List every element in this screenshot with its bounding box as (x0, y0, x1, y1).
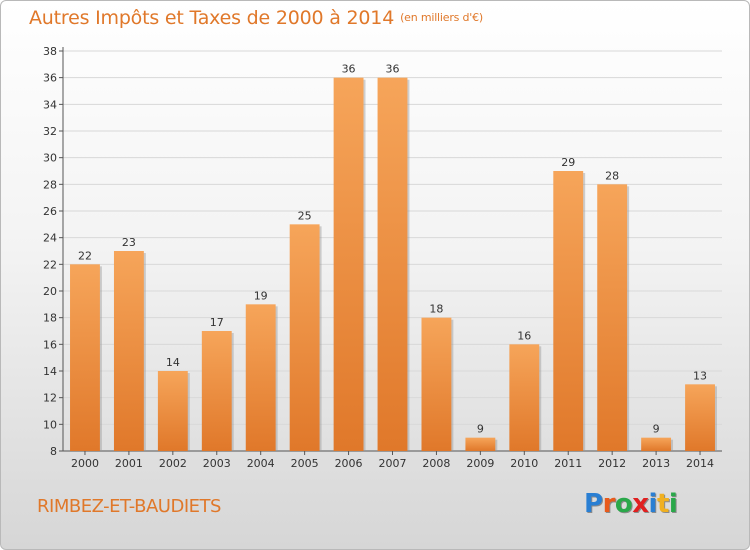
y-tick-label: 28 (43, 178, 57, 191)
logo-letter: x (632, 489, 649, 519)
x-tick-label: 2013 (642, 457, 670, 470)
logo-letter: i (648, 489, 658, 519)
data-label-2000: 22 (78, 249, 92, 262)
bar-2001 (113, 251, 144, 451)
logo-letter: i (668, 489, 678, 519)
data-label-2003: 17 (210, 316, 224, 329)
x-tick-label: 2006 (335, 457, 363, 470)
data-label-2002: 14 (166, 356, 180, 369)
y-tick-label: 10 (43, 418, 57, 431)
bars (70, 77, 717, 452)
x-tick-label: 2014 (686, 457, 714, 470)
x-tick-label: 2000 (71, 457, 99, 470)
bar-2005 (289, 224, 320, 451)
y-tick-label: 14 (43, 365, 57, 378)
y-tick-label: 32 (43, 125, 57, 138)
y-tick-label: 38 (43, 45, 57, 58)
bar-2012 (597, 184, 628, 452)
x-tick-label: 2008 (422, 457, 450, 470)
data-label-2010: 16 (517, 329, 531, 342)
bar-2003 (201, 331, 232, 451)
data-label-2014: 13 (693, 369, 707, 382)
chart-title: Autres Impôts et Taxes de 2000 à 2014 (en… (29, 7, 483, 29)
x-tick-label: 2001 (115, 457, 143, 470)
bar-2000 (70, 264, 100, 451)
bar-2014 (685, 384, 715, 451)
bar-2002 (157, 371, 188, 451)
data-label-2012: 28 (605, 169, 619, 182)
x-tick-label: 2003 (203, 457, 231, 470)
x-tick-label: 2004 (247, 457, 275, 470)
y-tick-label: 26 (43, 205, 57, 218)
bar-2009 (465, 437, 496, 451)
bar-2010 (509, 344, 540, 451)
data-label-2007: 36 (386, 63, 400, 76)
bar-2008 (421, 317, 452, 451)
data-label-2011: 29 (561, 156, 575, 169)
bar-2013 (641, 437, 672, 451)
chart-unit: (en milliers d'€) (400, 11, 483, 24)
data-label-2008: 18 (429, 303, 443, 316)
x-tick-label: 2012 (598, 457, 626, 470)
y-tick-label: 20 (43, 285, 57, 298)
data-label-2005: 25 (298, 209, 312, 222)
bar-2004 (245, 304, 276, 451)
y-tick-label: 30 (43, 152, 57, 165)
y-tick-label: 12 (43, 392, 57, 405)
bar-2006 (333, 77, 364, 452)
logo-letter: o (614, 489, 633, 519)
y-tick-label: 36 (43, 72, 57, 85)
data-label-2001: 23 (122, 236, 136, 249)
y-tick-label: 24 (43, 232, 57, 245)
chart-title-text: Autres Impôts et Taxes de 2000 à 2014 (29, 7, 395, 29)
data-label-2006: 36 (342, 63, 356, 76)
y-tick-label: 16 (43, 338, 57, 351)
data-label-2013: 9 (653, 423, 660, 436)
proxiti-logo[interactable]: Proxiti (584, 489, 678, 519)
bar-2011 (553, 171, 584, 451)
x-tick-label: 2005 (291, 457, 319, 470)
x-tick-label: 2010 (510, 457, 538, 470)
x-tick-labels: 2000 2001 2002 2003 2004 2005 2006 2007 2008 2009… (71, 457, 714, 470)
y-tick-label: 8 (50, 445, 57, 458)
bar-2007 (377, 77, 408, 452)
x-tick-label: 2002 (159, 457, 187, 470)
y-tick-labels: 8 10 12 14 16 18 20 22 24 26 28 30 32 34 36 38 (43, 45, 57, 458)
data-labels: 22 23 14 17 19 25 36 36 18 9 16 29 28 9 13 (78, 63, 707, 436)
logo-letter: t (656, 489, 669, 519)
data-label-2004: 19 (254, 289, 268, 302)
x-tick-label: 2007 (379, 457, 407, 470)
y-tick-label: 18 (43, 312, 57, 325)
x-tick-label: 2009 (466, 457, 494, 470)
y-tick-label: 22 (43, 258, 57, 271)
x-tick-label: 2011 (554, 457, 582, 470)
logo-letter: r (602, 489, 616, 519)
y-tick-label: 34 (43, 98, 57, 111)
data-label-2009: 9 (477, 423, 484, 436)
logo-letter: P (584, 489, 603, 519)
commune-name: RIMBEZ-ET-BAUDIETS (37, 496, 221, 517)
